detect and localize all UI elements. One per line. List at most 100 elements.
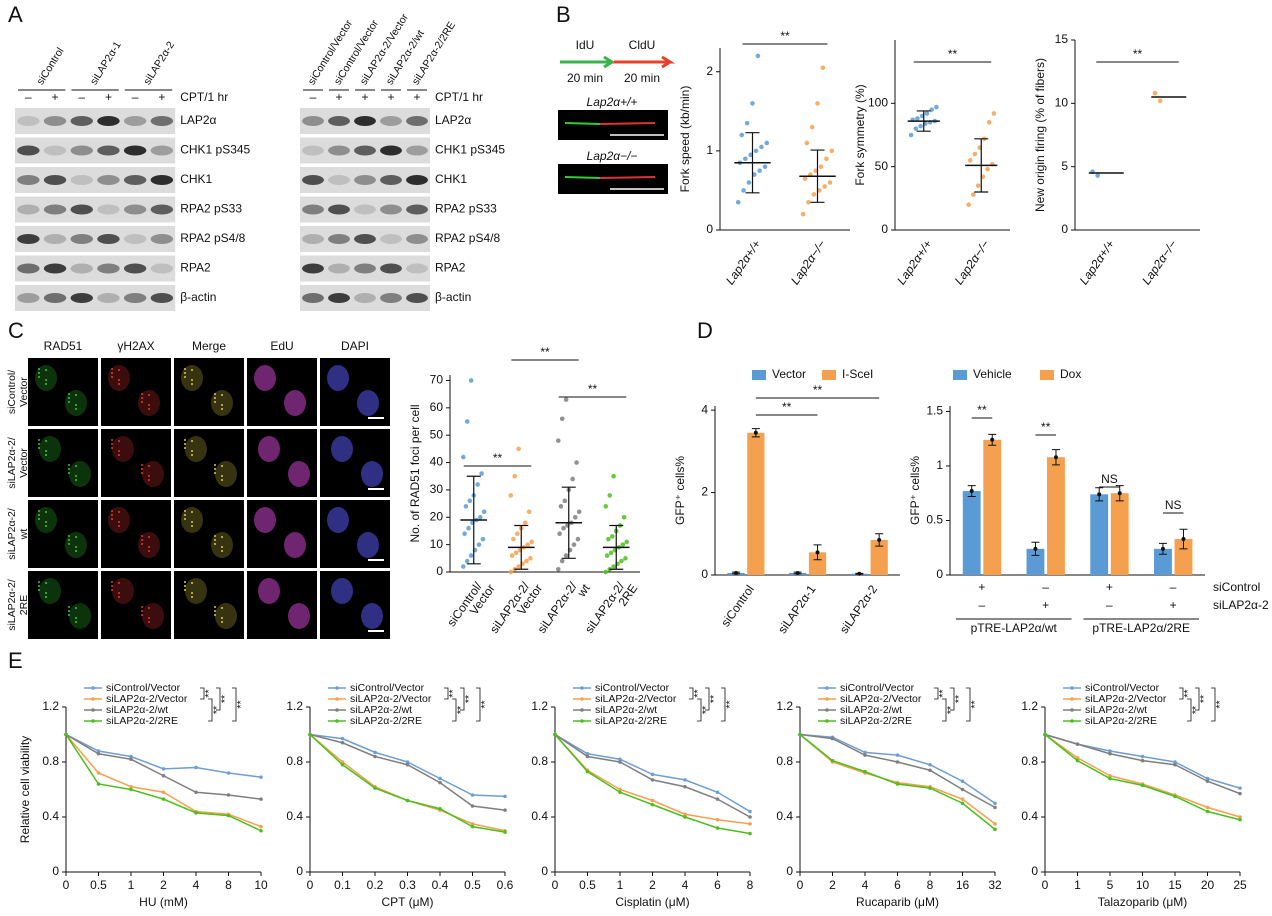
focus	[191, 511, 193, 513]
legend-marker	[1070, 708, 1074, 712]
y-tick-label: 0.8	[286, 754, 303, 768]
focus	[141, 472, 143, 474]
row-label: siLAP2α-2/	[6, 437, 18, 489]
x-tick-label: siLAP2α-2	[837, 582, 881, 636]
protein-label: RPA2 pS4/8	[180, 231, 245, 245]
blot-strip	[15, 226, 176, 252]
data-point	[800, 211, 806, 217]
sd-bar	[609, 524, 624, 570]
focus	[191, 440, 193, 442]
data-point	[557, 531, 562, 536]
blot-band	[354, 116, 376, 126]
y-tick-label: 4	[701, 402, 708, 416]
blot-band	[302, 293, 324, 303]
focus	[38, 368, 40, 370]
blot-band	[70, 263, 93, 274]
focus	[191, 383, 193, 385]
focus	[184, 589, 186, 591]
significance-bracket	[689, 687, 694, 700]
significance-bracket	[950, 687, 955, 711]
data-point	[461, 564, 466, 569]
nucleus	[215, 603, 237, 629]
y-tick-label: 1.2	[286, 699, 303, 713]
legend-label: siControl/Vector	[106, 682, 181, 694]
condition-sign: +	[978, 580, 985, 594]
data-point	[739, 132, 745, 138]
line-point	[96, 771, 101, 775]
y-tick-label: 40	[430, 455, 444, 469]
blot-band	[354, 175, 376, 185]
line-point	[405, 798, 410, 803]
data-point	[1095, 173, 1100, 178]
y-tick-label: 0.4	[776, 809, 793, 823]
focus	[75, 404, 77, 406]
data-point	[924, 111, 930, 116]
focus	[45, 379, 47, 381]
significance-bracket	[200, 687, 205, 700]
blot-strip	[15, 108, 176, 134]
nucleus	[211, 532, 233, 558]
data-point	[966, 202, 971, 207]
legend-label: siLAP2α-2/Vector	[350, 693, 432, 705]
focus	[214, 535, 216, 537]
blot-band	[123, 263, 147, 274]
focus	[214, 393, 216, 395]
line-point	[438, 780, 442, 785]
focus	[214, 543, 216, 545]
line-point	[259, 824, 263, 829]
focus	[184, 585, 186, 587]
x-tick-label: 15	[1168, 878, 1182, 892]
nucleus	[331, 578, 353, 604]
blot-band	[354, 293, 376, 303]
replicate-dot	[1033, 546, 1038, 551]
data-point	[509, 553, 515, 558]
treatment-sign: +	[105, 90, 112, 104]
condition-sign: +	[1106, 580, 1113, 594]
nucleus	[112, 578, 134, 604]
blot-band	[17, 234, 40, 244]
x-tick-label: 2	[649, 878, 656, 892]
x-axis-label: Talazoparib (μM)	[1098, 895, 1188, 909]
data-point	[755, 53, 761, 59]
protein-label: LAP2α	[180, 113, 216, 127]
y-tick-label: 0	[786, 864, 793, 878]
data-point	[913, 126, 919, 131]
line-point	[340, 762, 345, 767]
y-tick-label: 0	[1031, 864, 1038, 878]
blot-band	[328, 175, 350, 185]
focus	[184, 581, 186, 583]
y-tick-label: 5	[1061, 159, 1068, 173]
treatment-sign: +	[52, 90, 59, 104]
focus	[184, 447, 186, 449]
legend-swatch	[752, 370, 766, 380]
significance-label: **	[235, 700, 247, 708]
data-point	[744, 120, 750, 126]
line-point	[1205, 805, 1210, 810]
line-point	[503, 794, 507, 799]
line-point	[194, 765, 198, 770]
significance-label: **	[203, 689, 215, 697]
focus	[111, 372, 113, 374]
line-point	[340, 736, 345, 741]
data-point	[508, 569, 514, 575]
row-label: Vector	[18, 448, 30, 478]
series-line	[799, 733, 996, 804]
focus	[141, 610, 143, 612]
focus	[68, 397, 70, 399]
legend-marker	[91, 719, 95, 723]
blot-band	[150, 234, 174, 244]
nucleus	[112, 436, 134, 462]
blot-band	[406, 116, 428, 126]
focus	[221, 621, 223, 623]
data-point	[991, 111, 997, 116]
focus	[68, 543, 70, 545]
significance-bracket	[452, 698, 457, 722]
line-point	[683, 815, 687, 819]
data-point	[508, 493, 514, 498]
line-point	[895, 753, 900, 757]
data-point	[624, 539, 629, 545]
focus	[221, 408, 223, 410]
line-point	[96, 751, 101, 756]
focus	[214, 468, 216, 470]
focus	[118, 592, 120, 594]
